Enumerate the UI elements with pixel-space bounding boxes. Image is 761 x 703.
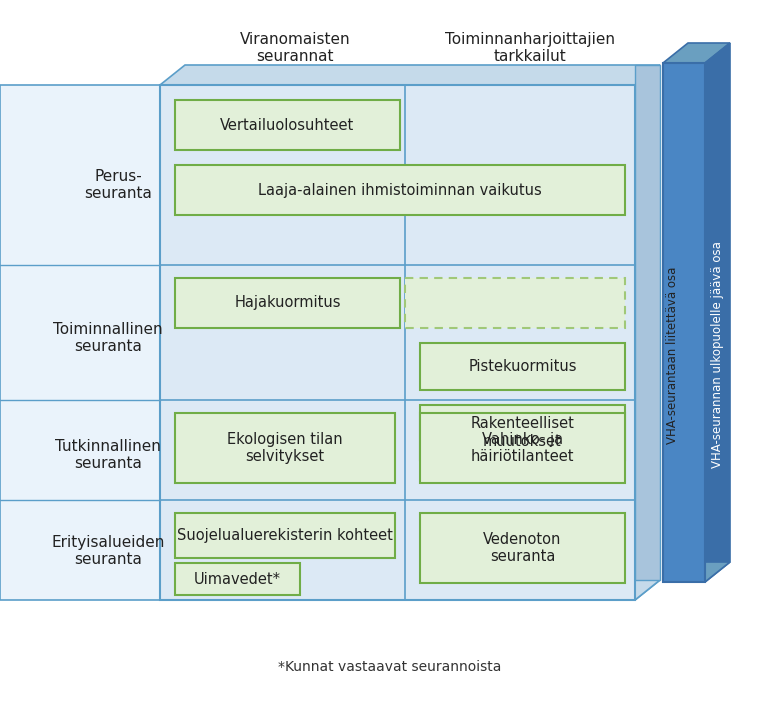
Bar: [175, 563, 300, 595]
Text: Suojelualuerekisterin kohteet: Suojelualuerekisterin kohteet: [177, 528, 393, 543]
Bar: [160, 85, 635, 600]
Bar: [420, 405, 625, 460]
Text: Vedenoton
seuranta: Vedenoton seuranta: [483, 531, 562, 565]
Bar: [420, 513, 625, 583]
Bar: [175, 413, 395, 483]
Text: Ekologisen tilan
selvitykset: Ekologisen tilan selvitykset: [228, 432, 342, 464]
Text: Tutkinnallinen
seuranta: Tutkinnallinen seuranta: [55, 439, 161, 471]
Bar: [420, 343, 625, 390]
Text: VHA-seurantaan liitettävä osa: VHA-seurantaan liitettävä osa: [666, 266, 679, 444]
Polygon shape: [663, 43, 730, 63]
Bar: [663, 63, 705, 582]
Bar: [175, 165, 625, 215]
Bar: [405, 278, 625, 328]
Bar: [635, 65, 660, 580]
Text: VHA-seurannan ulkopuolelle jäävä osa: VHA-seurannan ulkopuolelle jäävä osa: [712, 242, 724, 468]
Bar: [0, 85, 160, 600]
Polygon shape: [160, 65, 660, 85]
Text: Rakenteelliset
muutokset: Rakenteelliset muutokset: [470, 416, 575, 449]
Text: Vertailuolosuhteet: Vertailuolosuhteet: [221, 117, 355, 132]
Bar: [175, 278, 400, 328]
Text: Pistekuormitus: Pistekuormitus: [468, 359, 577, 374]
Text: Toiminnallinen
seuranta: Toiminnallinen seuranta: [53, 322, 163, 354]
Polygon shape: [663, 562, 730, 582]
Bar: [175, 100, 400, 150]
Text: Toiminnanharjoittajien
tarkkailut: Toiminnanharjoittajien tarkkailut: [445, 32, 615, 64]
Polygon shape: [635, 65, 660, 600]
Text: Vahinko- ja
häiriötilanteet: Vahinko- ja häiriötilanteet: [471, 432, 575, 464]
Text: Hajakuormitus: Hajakuormitus: [234, 295, 341, 311]
Text: Perus-
seuranta: Perus- seuranta: [84, 169, 152, 201]
Polygon shape: [160, 580, 660, 600]
Polygon shape: [705, 43, 730, 582]
Text: Viranomaisten
seurannat: Viranomaisten seurannat: [240, 32, 350, 64]
Bar: [420, 413, 625, 483]
Bar: [175, 513, 395, 558]
Text: *Kunnat vastaavat seurannoista: *Kunnat vastaavat seurannoista: [279, 660, 501, 674]
Text: Erityisalueiden
seuranta: Erityisalueiden seuranta: [51, 535, 164, 567]
Text: Uimavedet*: Uimavedet*: [194, 572, 281, 586]
Text: Laaja-alainen ihmistoiminnan vaikutus: Laaja-alainen ihmistoiminnan vaikutus: [258, 183, 542, 198]
Bar: [0, 85, 160, 600]
